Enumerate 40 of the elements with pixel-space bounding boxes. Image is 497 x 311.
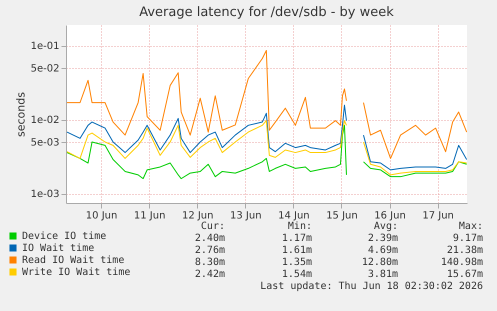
text: 3.81m: [368, 269, 398, 280]
legend-label: IO Wait time: [22, 243, 94, 254]
text: 21.38m: [446, 245, 483, 256]
text: Cur:: [200, 221, 225, 232]
x-tick-label: 10 Jun: [86, 210, 118, 222]
text: 1.35m: [282, 257, 312, 268]
text: Min:: [288, 221, 312, 232]
text: 2.76m: [194, 245, 225, 256]
y-tick-label: 5e-02: [30, 63, 60, 74]
y-tick-label: 1e-01: [30, 41, 60, 52]
y-tick-label: 1e-02: [30, 115, 60, 126]
text: 1.54m: [282, 269, 312, 280]
legend-label: Device IO time: [22, 231, 106, 242]
text: 9.17m: [452, 233, 483, 244]
legend-label: Read IO Wait time: [22, 255, 124, 266]
text: 8.30m: [194, 257, 225, 268]
text: 2.40m: [194, 233, 225, 244]
text: 2.42m: [194, 269, 225, 280]
text: 1.17m: [282, 233, 312, 244]
text: 2.39m: [368, 233, 398, 244]
y-tick-label: 5e-03: [30, 137, 60, 148]
text: Avg:: [374, 221, 398, 232]
text: 1.61m: [282, 245, 312, 256]
legend-label: Write IO Wait time: [22, 267, 130, 278]
x-tick-label: 12 Jun: [182, 210, 214, 222]
text: 4.69m: [368, 245, 398, 256]
y-axis-title: seconds: [14, 92, 28, 137]
x-tick-label: 17 Jun: [422, 210, 454, 222]
text: 15.67m: [446, 269, 483, 280]
x-tick-label: 11 Jun: [134, 210, 166, 222]
x-tick-label: 15 Jun: [326, 210, 358, 222]
text: 12.80m: [362, 257, 398, 268]
x-tick-label: 14 Jun: [278, 210, 310, 222]
chart-title: Average latency for /dev/sdb - by week: [139, 5, 394, 20]
x-tick-label: 13 Jun: [230, 210, 262, 222]
text: Last update: Thu Jun 18 02:30:02 2026: [260, 281, 483, 292]
text: Max:: [458, 221, 483, 232]
text: 140.98m: [440, 257, 483, 268]
y-tick-label: 1e-03: [30, 189, 60, 200]
x-tick-label: 16 Jun: [374, 210, 406, 222]
